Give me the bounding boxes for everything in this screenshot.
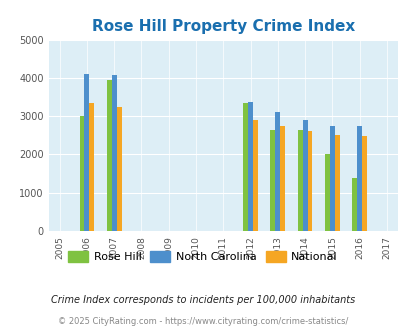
Bar: [361, 136, 366, 231]
Bar: [356, 126, 361, 231]
Bar: [84, 74, 89, 231]
Bar: [89, 103, 94, 231]
Bar: [116, 107, 121, 231]
Bar: [243, 103, 247, 231]
Bar: [252, 120, 257, 231]
Bar: [302, 120, 307, 231]
Bar: [247, 102, 252, 231]
Bar: [307, 131, 312, 231]
Legend: Rose Hill, North Carolina, National: Rose Hill, North Carolina, National: [64, 247, 341, 267]
Text: Crime Index corresponds to incidents per 100,000 inhabitants: Crime Index corresponds to incidents per…: [51, 295, 354, 305]
Bar: [334, 135, 339, 231]
Text: © 2025 CityRating.com - https://www.cityrating.com/crime-statistics/: © 2025 CityRating.com - https://www.city…: [58, 317, 347, 326]
Bar: [270, 130, 275, 231]
Bar: [297, 130, 302, 231]
Bar: [275, 112, 279, 231]
Bar: [324, 154, 329, 231]
Bar: [79, 116, 84, 231]
Bar: [111, 75, 116, 231]
Bar: [107, 80, 111, 231]
Title: Rose Hill Property Crime Index: Rose Hill Property Crime Index: [92, 19, 354, 34]
Bar: [352, 178, 356, 231]
Bar: [279, 126, 285, 231]
Bar: [329, 126, 334, 231]
